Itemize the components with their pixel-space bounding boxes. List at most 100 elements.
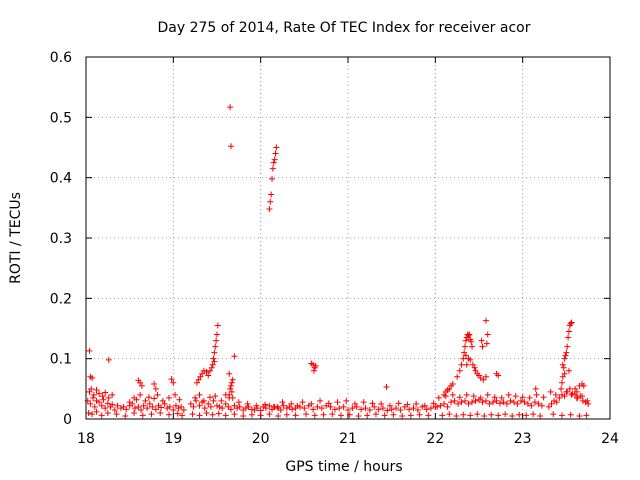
- data-point: [205, 400, 212, 407]
- data-point: [248, 411, 255, 418]
- data-point: [148, 411, 155, 418]
- data-point: [372, 411, 379, 418]
- data-point: [227, 104, 234, 111]
- data-point: [360, 399, 367, 406]
- data-point: [109, 391, 116, 398]
- data-point: [144, 405, 151, 412]
- data-point: [564, 343, 571, 350]
- data-point: [164, 405, 171, 412]
- data-point: [175, 405, 182, 412]
- data-point: [193, 397, 200, 404]
- data-point: [205, 372, 212, 379]
- data-point: [545, 403, 552, 410]
- data-point: [519, 394, 526, 401]
- data-point: [524, 400, 531, 407]
- data-point: [355, 412, 362, 419]
- data-point: [468, 338, 475, 345]
- data-point: [562, 352, 569, 359]
- data-point: [526, 394, 533, 401]
- data-point: [514, 400, 521, 407]
- data-point: [521, 399, 528, 406]
- data-point: [353, 403, 360, 410]
- data-point: [105, 356, 112, 363]
- data-point: [484, 331, 491, 338]
- data-point: [461, 349, 468, 356]
- data-point: [584, 397, 591, 404]
- data-point: [583, 412, 590, 419]
- data-point: [161, 400, 168, 407]
- data-point: [369, 400, 376, 407]
- data-point: [449, 381, 456, 388]
- data-point: [495, 412, 502, 419]
- data-point: [551, 397, 558, 404]
- data-point: [505, 391, 512, 398]
- data-point: [154, 391, 161, 398]
- data-point: [503, 400, 510, 407]
- data-point: [488, 411, 495, 418]
- data-point: [329, 411, 336, 418]
- data-point: [151, 381, 158, 388]
- data-point: [227, 385, 234, 392]
- y-tick-label: 0: [63, 412, 72, 428]
- data-point: [113, 411, 120, 418]
- data-point: [308, 400, 315, 407]
- data-point: [310, 406, 317, 413]
- data-point: [528, 402, 535, 409]
- data-point: [228, 379, 235, 386]
- data-point: [196, 391, 203, 398]
- data-point: [229, 376, 236, 383]
- data-point: [214, 402, 220, 409]
- data-point: [535, 400, 542, 407]
- data-point: [479, 399, 486, 406]
- data-point: [279, 399, 286, 406]
- data-point: [299, 399, 306, 406]
- data-point: [340, 403, 347, 410]
- data-point: [446, 385, 453, 392]
- data-point: [207, 403, 214, 410]
- data-point: [567, 320, 574, 327]
- data-point: [158, 404, 165, 411]
- data-point: [274, 403, 281, 410]
- data-point: [458, 361, 465, 368]
- data-point: [483, 340, 490, 347]
- y-tick-label: 0.1: [50, 352, 72, 368]
- data-point: [236, 403, 243, 410]
- data-point: [117, 405, 124, 412]
- data-point: [87, 400, 94, 407]
- data-point: [289, 406, 296, 413]
- data-point: [234, 405, 241, 412]
- data-point: [388, 406, 395, 413]
- data-point: [201, 405, 208, 412]
- data-point: [317, 397, 324, 404]
- data-point: [566, 385, 573, 392]
- data-point: [441, 400, 448, 407]
- data-point: [568, 319, 575, 326]
- data-point: [343, 397, 350, 404]
- data-point: [209, 411, 216, 418]
- data-point: [406, 406, 413, 413]
- data-point: [558, 391, 565, 398]
- x-tick-label: 18: [77, 431, 95, 447]
- data-point: [257, 412, 264, 419]
- data-point: [414, 406, 421, 413]
- data-point: [550, 411, 557, 418]
- data-point: [165, 411, 172, 418]
- data-point: [104, 409, 111, 416]
- x-tick-label: 20: [252, 431, 270, 447]
- data-point: [493, 397, 500, 404]
- data-point: [98, 412, 105, 419]
- data-point: [189, 411, 196, 418]
- data-point: [484, 391, 491, 398]
- y-tick-label: 0.6: [50, 50, 72, 66]
- data-point: [86, 388, 93, 395]
- data-point: [213, 337, 220, 344]
- data-point: [500, 399, 507, 406]
- data-point: [425, 412, 432, 419]
- data-point: [410, 405, 417, 412]
- data-point: [85, 409, 92, 416]
- axis-ticks: 18 19 20 21 22 23 24 0 0.1 0.2 0.3 0.4 0.5 0.6: [50, 50, 619, 447]
- data-point: [269, 165, 276, 172]
- data-point: [334, 399, 341, 406]
- x-axis-label: GPS time / hours: [285, 459, 402, 475]
- data-point: [320, 411, 327, 418]
